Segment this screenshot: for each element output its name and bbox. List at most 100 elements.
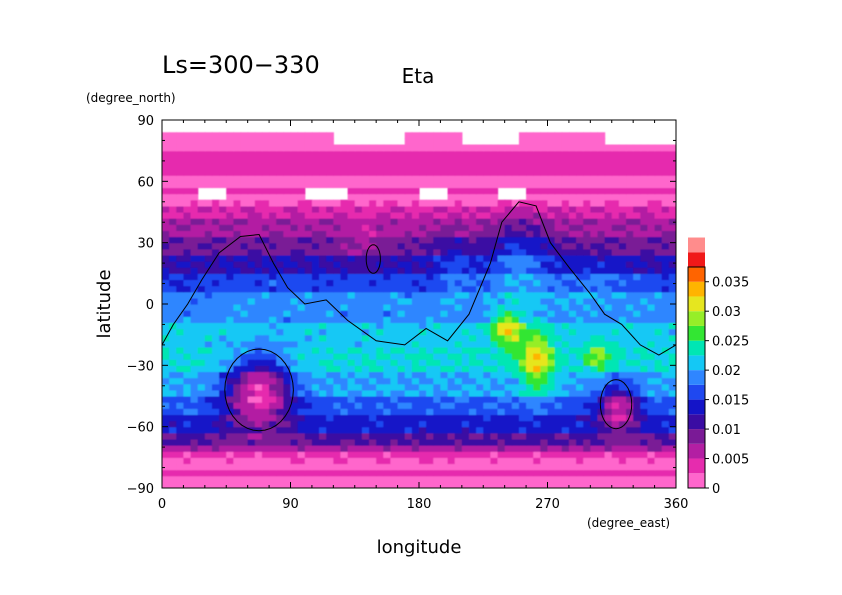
heatmap-cell [554, 138, 563, 146]
heatmap-cell [654, 224, 663, 231]
heatmap-cell [333, 285, 342, 293]
heatmap-cell [383, 310, 392, 317]
heatmap-cell [440, 248, 449, 256]
heatmap-cell [404, 469, 413, 477]
heatmap-cell [211, 169, 220, 176]
heatmap-cell [497, 426, 506, 434]
heatmap-cell [633, 481, 641, 488]
heatmap-cell [347, 346, 356, 354]
heatmap-cell [604, 414, 613, 422]
heatmap-cell [361, 193, 370, 201]
heatmap-cell [233, 469, 242, 477]
heatmap-cell [633, 402, 641, 409]
heatmap-cell [354, 285, 363, 293]
heatmap-cell [497, 383, 506, 391]
heatmap-cell [390, 340, 399, 348]
heatmap-cell [211, 224, 220, 231]
heatmap-cell [583, 297, 591, 305]
heatmap-cell [504, 445, 513, 452]
heatmap-cell [440, 346, 449, 354]
heatmap-cell [597, 371, 606, 379]
heatmap-cell [333, 267, 342, 274]
heatmap-cell [340, 248, 349, 256]
heatmap-cell [654, 254, 663, 262]
heatmap-cell [376, 156, 384, 164]
heatmap-cell [411, 377, 420, 385]
heatmap-cell [504, 377, 513, 385]
heatmap-cell [269, 353, 277, 360]
heatmap-cell [204, 469, 213, 477]
heatmap-cell [454, 193, 463, 201]
heatmap-cell [333, 359, 342, 366]
heatmap-cell [483, 463, 491, 471]
heatmap-cell [654, 144, 663, 152]
heatmap-cell [533, 236, 541, 244]
heatmap-cell [197, 248, 206, 256]
heatmap-cell [419, 297, 427, 305]
heatmap-cell [490, 359, 499, 366]
heatmap-cell [169, 365, 177, 373]
heatmap-cell [261, 181, 270, 189]
heatmap-cell [576, 445, 584, 452]
heatmap-cell [604, 193, 613, 201]
heatmap-cell [561, 475, 570, 483]
heatmap-cell [568, 322, 577, 330]
heatmap-cell [276, 187, 284, 195]
heatmap-cell [504, 365, 513, 373]
x-tick-label: 180 [407, 497, 432, 512]
heatmap-cell [468, 475, 477, 483]
heatmap-cell [611, 334, 620, 342]
heatmap-cell [433, 383, 442, 391]
heatmap-cell [333, 420, 342, 428]
heatmap-cell [626, 254, 634, 262]
heatmap-cell [376, 291, 384, 299]
heatmap-cell [447, 273, 456, 281]
heatmap-cell [311, 156, 320, 164]
heatmap-cell [440, 199, 449, 207]
heatmap-cell [162, 451, 170, 458]
heatmap-cell [654, 236, 663, 244]
heatmap-cell [361, 279, 370, 287]
heatmap-cell [404, 414, 413, 422]
heatmap-cell [611, 236, 620, 244]
heatmap-cell [311, 408, 320, 415]
heatmap-cell [190, 463, 199, 471]
heatmap-cell [169, 199, 177, 207]
heatmap-cell [533, 463, 541, 471]
heatmap-cell [440, 279, 449, 287]
heatmap-cell [576, 199, 584, 207]
heatmap-cell [533, 420, 541, 428]
heatmap-cell [183, 414, 192, 422]
heatmap-cell [554, 181, 563, 189]
heatmap-cell [226, 254, 234, 262]
heatmap-cell [640, 248, 649, 256]
heatmap-cell [197, 162, 206, 170]
heatmap-cell [461, 156, 470, 164]
heatmap-cell [626, 150, 634, 158]
heatmap-cell [504, 481, 513, 488]
heatmap-cell [626, 144, 634, 152]
heatmap-cell [383, 402, 392, 409]
heatmap-cell [633, 162, 641, 170]
heatmap-cell [319, 267, 327, 274]
heatmap-cell [426, 445, 434, 452]
heatmap-cell [333, 150, 342, 158]
heatmap-cell [169, 414, 177, 422]
heatmap-cell [468, 156, 477, 164]
heatmap-cell [533, 156, 541, 164]
heatmap-cell [276, 181, 284, 189]
heatmap-cell [440, 408, 449, 415]
heatmap-cell [311, 242, 320, 250]
heatmap-cell [461, 432, 470, 440]
heatmap-cell [554, 199, 563, 207]
heatmap-cell [162, 346, 170, 354]
heatmap-cell [204, 230, 213, 238]
heatmap-cell [440, 218, 449, 225]
heatmap-cell [369, 156, 377, 164]
heatmap-cell [561, 396, 570, 403]
heatmap-cell [447, 346, 456, 354]
heatmap-cell [176, 408, 185, 415]
heatmap-cell [211, 205, 220, 213]
heatmap-cell [162, 132, 170, 139]
heatmap-cell [311, 285, 320, 293]
